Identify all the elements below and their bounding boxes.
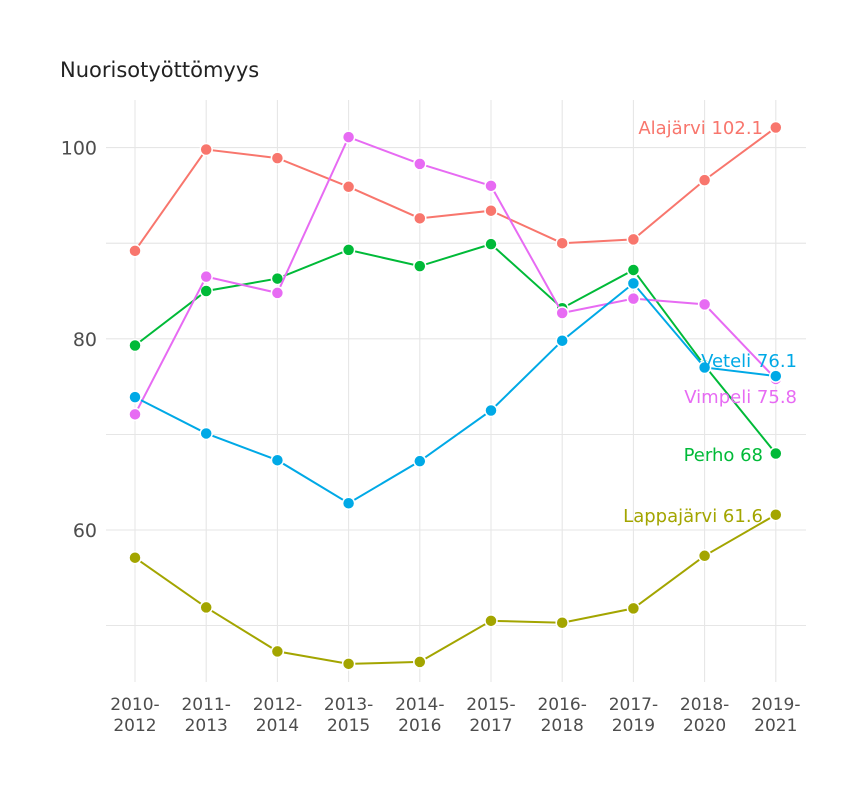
- data-point: [626, 263, 641, 277]
- x-tick-label: 2010-2012: [110, 695, 159, 736]
- series-lappajrvi: [128, 507, 783, 671]
- data-point: [555, 236, 569, 250]
- data-point: [769, 369, 783, 383]
- data-point: [626, 291, 641, 306]
- data-point: [128, 244, 142, 258]
- data-point: [413, 655, 427, 669]
- data-point: [128, 550, 142, 565]
- data-point: [128, 338, 142, 353]
- data-point: [484, 179, 498, 193]
- data-point: [128, 407, 142, 422]
- data-point: [697, 549, 712, 563]
- end-label: Lappajärvi 61.6: [623, 506, 763, 527]
- data-point: [270, 644, 285, 659]
- end-label: Alajärvi 102.1: [638, 118, 763, 139]
- end-label: Vimpeli 75.8: [684, 387, 797, 408]
- x-tick-label: 2014-2016: [395, 695, 444, 736]
- data-point: [341, 130, 356, 144]
- x-tick-label: 2018-2020: [680, 695, 729, 736]
- data-point: [769, 446, 783, 461]
- data-point: [626, 601, 641, 616]
- series-line: [134, 513, 777, 665]
- data-point: [555, 615, 569, 630]
- x-tick-label: 2015-2017: [466, 695, 515, 736]
- series-line: [134, 281, 776, 505]
- data-point: [199, 600, 213, 615]
- data-point: [484, 203, 498, 218]
- chart-title: Nuorisotyöttömyys: [60, 58, 259, 82]
- data-point: [484, 403, 498, 418]
- data-point: [413, 157, 427, 171]
- data-point: [199, 284, 213, 298]
- x-tick-label: 2016-2018: [537, 695, 586, 736]
- gridlines: [106, 100, 806, 682]
- end-label: Veteli 76.1: [701, 351, 797, 372]
- data-point: [697, 360, 712, 375]
- series-line: [134, 243, 777, 455]
- data-point: [626, 232, 641, 247]
- x-tick-label: 2012-2014: [253, 695, 302, 736]
- x-axis-ticks: 2010-2012 2011-2013 2012-2014 2013-2015 2014…: [110, 695, 800, 736]
- data-point: [270, 453, 285, 467]
- end-labels: Alajärvi 102.1 Perho 68 Vimpeli 75.8 Veteli…: [623, 118, 797, 527]
- data-point: [413, 259, 427, 273]
- end-label: Perho 68: [684, 445, 763, 466]
- data-point: [413, 454, 427, 468]
- series-line: [134, 135, 777, 415]
- series-vimpeli: [128, 130, 783, 422]
- data-point: [484, 614, 498, 628]
- data-point: [769, 120, 783, 135]
- series-perho: [128, 237, 783, 461]
- data-point: [341, 496, 356, 510]
- x-tick-label: 2017-2019: [609, 695, 658, 736]
- series-line: [134, 126, 777, 252]
- data-point: [270, 151, 285, 165]
- data-point: [199, 142, 213, 157]
- series-alajrvi: [128, 120, 783, 258]
- data-point: [270, 286, 285, 300]
- data-point: [484, 237, 498, 251]
- y-axis-ticks: 60 80 100: [61, 138, 97, 542]
- data-point: [555, 333, 569, 348]
- data-point: [697, 173, 712, 187]
- series-group: [128, 120, 783, 671]
- data-point: [769, 507, 783, 522]
- data-point: [341, 657, 356, 671]
- x-tick-label: 2013-2015: [324, 695, 373, 736]
- x-tick-label: 2019-2021: [751, 695, 800, 736]
- data-point: [555, 306, 569, 320]
- y-tick-label: 60: [73, 520, 97, 542]
- data-point: [199, 269, 213, 284]
- x-tick-label: 2011-2013: [181, 695, 230, 736]
- data-point: [341, 243, 356, 257]
- y-tick-label: 80: [73, 329, 97, 351]
- data-point: [697, 297, 712, 312]
- series-veteli: [128, 276, 783, 510]
- data-point: [199, 426, 213, 441]
- data-point: [413, 211, 427, 226]
- y-tick-label: 100: [61, 138, 97, 160]
- data-point: [341, 180, 356, 194]
- data-point: [128, 390, 142, 404]
- data-point: [626, 276, 641, 291]
